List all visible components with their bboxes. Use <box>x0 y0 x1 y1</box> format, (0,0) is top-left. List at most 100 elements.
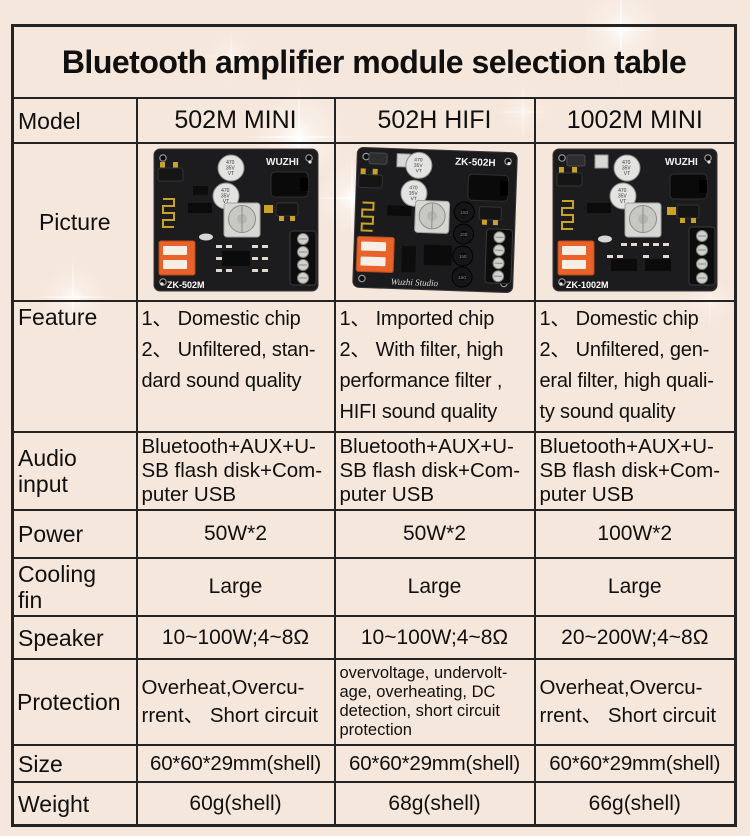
power-502m: 50W*2 <box>135 509 336 559</box>
svg-text:470 35V: 470 35V VT <box>618 188 628 205</box>
picture-cell-1002m: WUZHI 470 35V VT <box>533 142 737 302</box>
potentiometer <box>413 199 450 234</box>
aux-jack <box>357 167 383 189</box>
speaker-502m: 10~100W;4~8Ω <box>135 615 336 660</box>
row-label-audio-input: Audio input <box>11 431 138 511</box>
ic-chip <box>192 185 208 195</box>
terminal-block <box>289 230 316 285</box>
row-label-cooling-fin: Cooling fin <box>11 557 138 617</box>
protection-row: Protection Overheat,Overcu- rrent、 Short… <box>11 658 737 746</box>
weight-1002m: 66g(shell) <box>533 781 737 827</box>
board-photo-zk-502h: ZK-502H 470 35V VT <box>351 146 518 293</box>
pcb-antenna <box>161 197 175 228</box>
resistor-array <box>606 242 669 258</box>
ic-chip <box>586 202 611 213</box>
board-model-label: ZK-1002M <box>566 280 609 290</box>
picture-cell-502h: ZK-502H 470 35V VT <box>333 142 536 302</box>
board-photo-zk-502m: WUZHI 470 35V VT 470 <box>153 148 318 291</box>
feature-1002m: 1、 Domestic chip 2、 Unfiltered, gen- era… <box>533 300 737 433</box>
weight-502m: 60g(shell) <box>135 781 336 827</box>
ic-chip <box>386 204 411 216</box>
cooling-fin-row: Cooling fin Large Large Large <box>11 557 737 617</box>
audio-input-502h: Bluetooth+AUX+U- SB flash disk+Com- pute… <box>333 431 536 511</box>
power-502h: 50W*2 <box>333 509 536 559</box>
ic-chip <box>221 250 250 266</box>
terminal-block <box>688 226 716 285</box>
weight-row: Weight 60g(shell) 68g(shell) 66g(shell) <box>11 781 737 827</box>
size-row: Size 60*60*29mm(shell) 60*60*29mm(shell)… <box>11 744 737 783</box>
resistor-array <box>215 244 268 272</box>
board-brand-label: WUZHI <box>266 157 299 168</box>
ic-chip <box>400 245 416 272</box>
model-name-502h-hifi: 502H HIFI <box>333 97 536 144</box>
protection-502h: overvoltage, undervolt- age, overheating… <box>333 658 536 746</box>
svg-text:150: 150 <box>460 209 468 214</box>
mount-hole <box>357 274 366 282</box>
aux-jack <box>478 205 502 225</box>
page-title: Bluetooth amplifier module selection tab… <box>11 24 737 99</box>
audio-input-row: Audio input Bluetooth+AUX+U- SB flash di… <box>11 431 737 511</box>
aux-jack <box>157 161 183 181</box>
potentiometer <box>624 202 662 237</box>
dc-jack <box>466 173 509 202</box>
pcb-antenna <box>360 200 375 232</box>
cooling-fin-502h: Large <box>333 557 536 617</box>
cooling-fin-502m: Large <box>135 557 336 617</box>
svg-text:470 35V: 470 35V VT <box>220 188 230 205</box>
push-button <box>367 151 388 165</box>
weight-502h: 68g(shell) <box>333 781 536 827</box>
power-1002m: 100W*2 <box>533 509 737 559</box>
svg-text:150: 150 <box>458 274 466 279</box>
size-1002m: 60*60*29mm(shell) <box>533 744 737 783</box>
mount-hole <box>158 153 167 162</box>
board-model-label: ZK-502M <box>167 280 205 290</box>
protection-1002m: Overheat,Overcu- rrent、 Short circuit <box>533 658 737 746</box>
svg-text:150: 150 <box>458 253 466 258</box>
capacitor: 470 35V VT <box>399 179 427 207</box>
row-label-model: Model <box>11 97 138 144</box>
row-label-size: Size <box>11 744 138 783</box>
svg-text:470 35V: 470 35V VT <box>225 160 235 177</box>
speaker-502h: 10~100W;4~8Ω <box>333 615 536 660</box>
size-502m: 60*60*29mm(shell) <box>135 744 336 783</box>
row-label-weight: Weight <box>11 781 138 827</box>
aux-jack <box>666 204 700 223</box>
power-row: Power 50W*2 50W*2 100W*2 <box>11 509 737 559</box>
crystal <box>198 233 213 240</box>
cooling-fin-1002m: Large <box>533 557 737 617</box>
terminal-block <box>483 227 513 284</box>
usb-port <box>158 240 195 275</box>
push-button <box>594 154 609 168</box>
capacitor: 470 35V VT <box>404 151 432 179</box>
ic-chip <box>422 244 452 266</box>
crystal <box>597 235 612 242</box>
speaker-1002m: 20~200W;4~8Ω <box>533 615 737 660</box>
mount-hole <box>304 153 313 162</box>
board-photo-zk-1002m: WUZHI 470 35V VT <box>552 148 718 291</box>
title-row: Bluetooth amplifier module selection tab… <box>11 24 737 99</box>
picture-cell-502m: WUZHI 470 35V VT 470 <box>135 142 336 302</box>
audio-input-1002m: Bluetooth+AUX+U- SB flash disk+Com- pute… <box>533 431 737 511</box>
dc-jack <box>669 173 708 199</box>
ic-chip <box>610 258 637 271</box>
size-502h: 60*60*29mm(shell) <box>333 744 536 783</box>
potentiometer <box>223 202 260 237</box>
model-row: Model 502M MINI 502H HIFI 1002M MINI <box>11 97 737 144</box>
svg-text:150: 150 <box>459 231 467 236</box>
speaker-row: Speaker 10~100W;4~8Ω 10~100W;4~8Ω 20~200… <box>11 615 737 660</box>
board-brand-label: WUZHI <box>665 157 698 168</box>
model-name-502m-mini: 502M MINI <box>135 97 336 144</box>
feature-row: Feature 1、 Domestic chip 2、 Unfiltered, … <box>11 300 737 433</box>
row-label-speaker: Speaker <box>11 615 138 660</box>
selection-table: Bluetooth amplifier module selection tab… <box>11 24 738 827</box>
pcb-antenna <box>560 199 574 230</box>
mount-hole <box>703 153 712 162</box>
ic-chip <box>187 202 212 213</box>
board-model-label: ZK-502H <box>454 156 495 168</box>
capacitor: 470 35V VT <box>217 154 244 181</box>
model-name-1002m-mini: 1002M MINI <box>533 97 737 144</box>
dc-jack <box>270 171 308 197</box>
capacitor: 470 35V VT <box>613 154 641 181</box>
usb-port <box>355 235 395 273</box>
